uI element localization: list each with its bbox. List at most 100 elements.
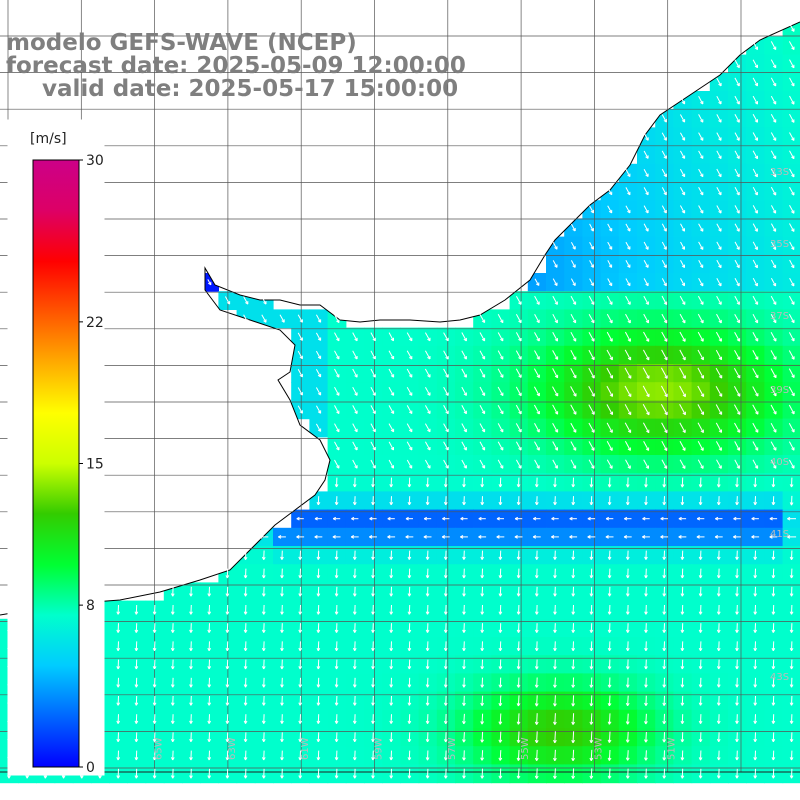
wind-arrow [552,278,558,287]
lat-label: 39S [770,385,789,396]
wind-arrow [607,241,613,250]
wind-arrow [589,260,594,268]
wind-arrow [661,114,667,123]
valid-date: valid date: 2025-05-17 15:00:00 [42,76,459,102]
wind-arrow [625,223,631,232]
wind-arrow [734,114,740,123]
wind-arrow [570,331,577,342]
wind-arrow [716,187,722,196]
wind-arrow [716,259,722,269]
wind-arrow [443,332,449,342]
wind-arrow [734,259,740,269]
wind-arrow [261,296,267,305]
lon-label: 61W [300,737,311,760]
wind-arrow [661,349,668,361]
wind-arrow [734,168,740,178]
wind-arrow [679,295,686,305]
wind-arrow [589,241,594,250]
wind-arrow [770,223,777,232]
wind-arrow [643,150,649,159]
model-title: modelo GEFS-WAVE (NCEP) [6,30,357,56]
wind-arrow [752,277,758,287]
wind-arrow [679,114,686,123]
wind-arrow [697,349,704,361]
wind-arrow [788,350,795,360]
wind-arrow [789,277,795,287]
wind-arrow [497,350,504,360]
wind-arrow [279,314,285,323]
lat-label: 40S [770,457,789,468]
wind-arrow [752,186,758,196]
wind-arrow [552,260,558,268]
wind-arrow [680,223,685,232]
wind-arrow [406,368,413,378]
wind-arrow [770,259,777,269]
wind-arrow [734,331,741,342]
wind-arrow [715,331,722,342]
wind-arrow [589,223,594,232]
wind-arrow [661,168,667,178]
wind-arrow [770,350,777,360]
wind-arrow [661,331,668,342]
wind-arrow [334,368,340,378]
colorbar-unit-label: [m/s] [30,131,67,147]
wind-arrow [606,349,613,361]
coastline [0,21,800,616]
wind-arrow [770,205,777,214]
wind-arrow [606,367,613,379]
wind-arrow [679,349,686,361]
wind-arrow [643,295,649,305]
wind-arrow [497,314,504,324]
wind-arrow [789,259,795,269]
wind-arrow [770,277,777,287]
wind-arrow [370,368,376,378]
wind-arrow [789,77,795,87]
wind-arrow [315,369,322,378]
wind-arrow [770,295,777,305]
wind-arrow [370,350,376,360]
wind-arrow [752,241,758,251]
wind-arrow [716,114,722,123]
wind-arrow [698,95,704,105]
wind-arrow [680,241,685,250]
wind-arrow [661,223,667,232]
wind-arrow [570,349,577,361]
colorbar-tick-label: 22 [86,315,104,331]
wind-arrow [643,313,649,324]
wind-arrow [770,332,777,342]
wind-arrow [661,132,667,141]
wind-arrow [643,223,649,232]
lon-label: 59W [374,737,385,760]
wind-arrow [734,295,740,305]
wind-arrow [334,314,340,324]
wind-arrow [788,314,795,324]
wind-arrow [788,332,795,342]
land-polygon [0,0,800,615]
wind-arrow [552,350,559,360]
wind-arrow [261,314,267,323]
wind-arrow [589,205,594,214]
wind-arrow [625,241,631,250]
wind-arrow [643,187,649,196]
wind-arrow [552,313,558,324]
wind-arrow [625,295,631,305]
wind-arrow [424,368,431,378]
wind-arrow [607,278,613,287]
wind-arrow [515,332,522,342]
wind-arrow [698,259,704,269]
wind-arrow [625,260,631,268]
wind-arrow [388,368,395,378]
wind-arrow [697,313,704,324]
wind-arrow [443,350,449,360]
wind-arrow [734,278,740,287]
wind-arrow [625,205,631,214]
wind-arrow [752,205,758,214]
forecast-date: forecast date: 2025-05-09 12:00:00 [6,53,466,79]
wind-arrow [752,259,758,269]
wind-arrow [698,187,704,196]
wind-arrow [461,332,467,342]
wind-arrow [716,205,722,214]
wind-arrow [643,241,649,250]
lon-label: 55W [520,737,531,760]
wind-arrow [589,278,594,287]
